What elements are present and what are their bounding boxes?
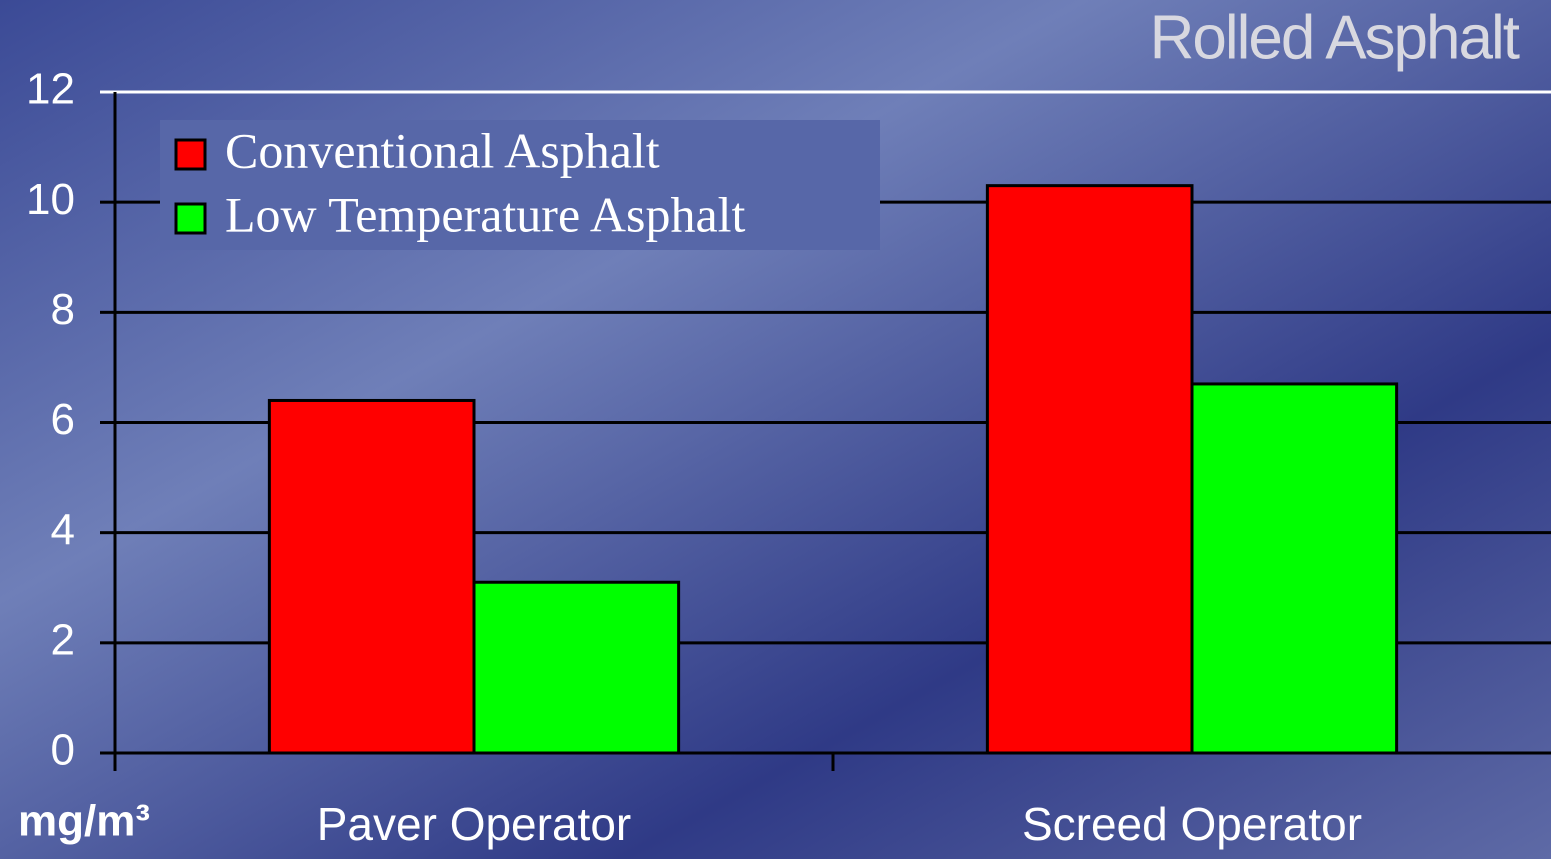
bar (1192, 384, 1397, 753)
y-axis-label: mg/m³ (18, 797, 150, 846)
x-tick-label: Screed Operator (1022, 798, 1362, 850)
legend-swatch (176, 140, 205, 169)
y-tick-label: 8 (51, 285, 75, 334)
legend-label: Low Temperature Asphalt (225, 186, 746, 242)
chart-title: Rolled Asphalt (1150, 3, 1520, 72)
chart: Rolled Asphalt mg/m³ 0 2 4 6 8 10 12 Paver Oper… (0, 0, 1551, 859)
y-tick-label: 12 (26, 65, 75, 114)
legend-swatch (176, 204, 205, 233)
y-tick-label: 4 (51, 505, 75, 554)
x-tick-label: Paver Operator (317, 798, 631, 850)
bar (987, 186, 1192, 753)
bar (269, 400, 474, 753)
y-tick-label: 10 (26, 175, 75, 224)
legend-label: Conventional Asphalt (225, 122, 660, 178)
y-tick-label: 2 (51, 615, 75, 664)
bar (474, 582, 679, 753)
y-tick-label: 6 (51, 395, 75, 444)
page: {"chart_data": {"type": "bar", "title": … (0, 0, 1551, 859)
y-tick-label: 0 (51, 726, 75, 775)
